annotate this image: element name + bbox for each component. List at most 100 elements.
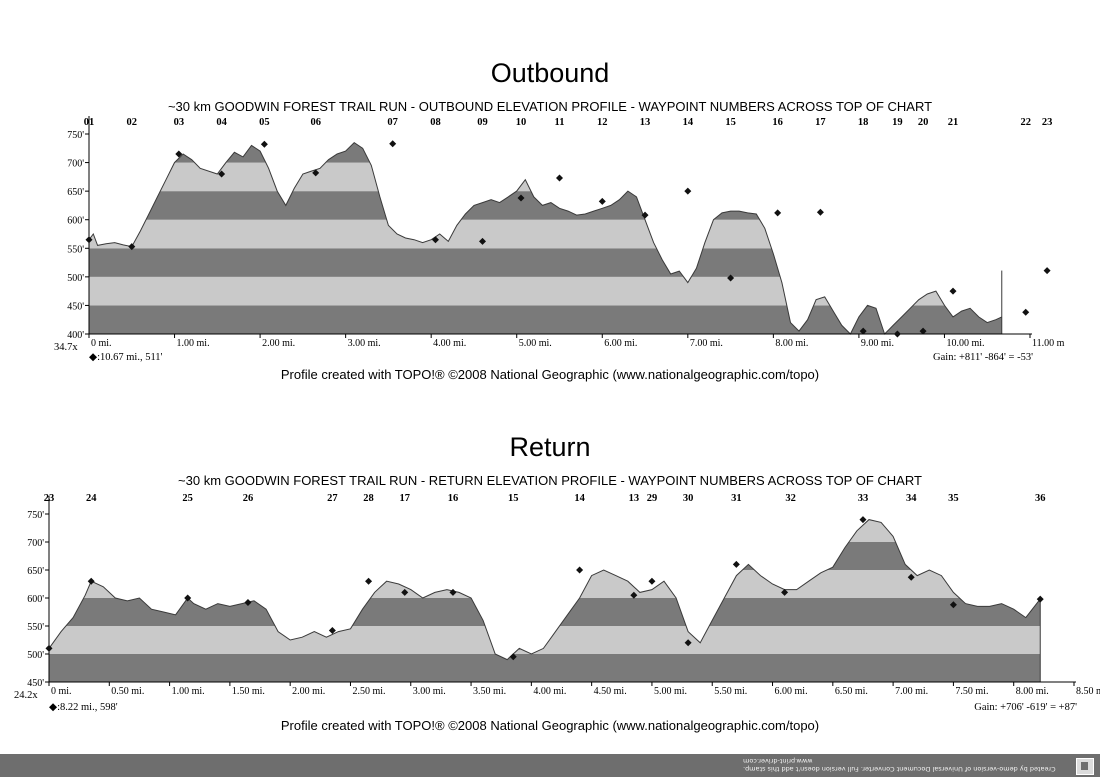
x-tick-label: 2.50 mi. <box>352 686 385 697</box>
waypoint-label: 25 <box>182 493 193 504</box>
return-credit: Profile created with TOPO!® ©2008 Nation… <box>280 718 820 733</box>
waypoint-marker <box>1043 267 1051 275</box>
waypoint-label: 20 <box>918 117 929 128</box>
endpoint-label: ◆:8.22 mi., 598' <box>49 702 118 713</box>
converter-stamp-line1: Created by demo-version of Universal Doc… <box>743 765 1056 773</box>
y-tick-label: 600' <box>27 594 44 605</box>
elevation-band <box>49 654 1041 682</box>
waypoint-label: 19 <box>892 117 903 128</box>
x-tick-label: 3.00 mi. <box>348 338 381 349</box>
waypoint-marker <box>727 274 735 282</box>
y-tick-label: 400' <box>67 330 84 341</box>
converter-stamp-bar: Created by demo-version of Universal Doc… <box>0 754 1100 777</box>
waypoint-marker <box>389 140 397 148</box>
waypoint-marker <box>816 208 824 216</box>
x-tick-label: 10.00 mi. <box>946 338 984 349</box>
converter-logo-icon <box>1076 758 1094 775</box>
x-tick-label: 5.00 mi. <box>519 338 552 349</box>
waypoint-label: 17 <box>815 117 826 128</box>
outbound-subtitle: ~30 km GOODWIN FOREST TRAIL RUN - OUTBOU… <box>167 99 933 114</box>
x-tick-label: 8.00 mi. <box>1016 686 1049 697</box>
waypoint-marker <box>365 577 373 585</box>
waypoint-marker <box>630 591 638 599</box>
x-tick-label: 4.00 mi. <box>533 686 566 697</box>
waypoint-label: 18 <box>858 117 869 128</box>
waypoint-label: 06 <box>310 117 321 128</box>
x-tick-label: 4.00 mi. <box>433 338 466 349</box>
waypoint-marker <box>128 243 136 251</box>
waypoint-label: 27 <box>327 493 338 504</box>
waypoint-label: 30 <box>683 493 694 504</box>
waypoint-marker <box>859 327 867 335</box>
waypoint-marker <box>328 626 336 634</box>
x-tick-label: 6.50 mi. <box>835 686 868 697</box>
waypoint-label: 14 <box>574 493 585 504</box>
waypoint-label: 26 <box>243 493 254 504</box>
waypoint-label: 32 <box>785 493 796 504</box>
y-tick-label: 650' <box>27 566 44 577</box>
y-tick-label: 700' <box>27 538 44 549</box>
elevation-band <box>89 191 1002 220</box>
waypoint-marker <box>684 187 692 195</box>
waypoint-label: 12 <box>597 117 608 128</box>
x-tick-label: 6.00 mi. <box>604 338 637 349</box>
waypoint-label: 11 <box>555 117 565 128</box>
waypoint-marker <box>1036 595 1044 603</box>
elevation-bands <box>89 142 1002 334</box>
x-tick-label: 2.00 mi. <box>262 338 295 349</box>
waypoint-marker <box>907 573 915 581</box>
waypoint-label: 17 <box>399 493 410 504</box>
waypoint-marker <box>312 169 320 177</box>
waypoint-marker <box>45 644 53 652</box>
waypoint-marker <box>774 209 782 217</box>
y-tick-label: 500' <box>27 650 44 661</box>
waypoint-marker <box>949 287 957 295</box>
x-tick-label: 7.00 mi. <box>895 686 928 697</box>
y-tick-label: 650' <box>67 187 84 198</box>
waypoint-label: 31 <box>731 493 742 504</box>
waypoint-marker <box>175 150 183 158</box>
waypoint-marker <box>556 174 563 182</box>
waypoint-marker <box>576 566 584 574</box>
waypoint-marker <box>244 598 252 606</box>
elevation-band <box>89 276 1002 306</box>
waypoint-label: 15 <box>508 493 519 504</box>
waypoint-label: 34 <box>906 493 917 504</box>
waypoint-marker <box>949 601 957 609</box>
return-heading: Return <box>509 432 591 462</box>
gain-label: Gain: +811' -864' = -53' <box>933 352 1033 363</box>
waypoint-marker <box>598 197 606 205</box>
profile-line <box>88 141 1003 335</box>
x-tick-label: 3.50 mi. <box>473 686 506 697</box>
x-tick-label: 1.50 mi. <box>232 686 265 697</box>
elevation-band <box>49 570 1041 598</box>
waypoint-marker <box>919 327 927 335</box>
waypoint-label: 09 <box>477 117 488 128</box>
x-tick-label: 0 mi. <box>91 338 112 349</box>
waypoint-label: 14 <box>683 117 694 128</box>
waypoint-marker <box>431 236 439 244</box>
waypoint-label: 01 <box>84 117 95 128</box>
elevation-bands <box>49 519 1041 682</box>
waypoint-marker <box>648 577 656 585</box>
waypoint-marker <box>479 237 487 245</box>
outbound-heading: Outbound <box>490 58 610 88</box>
x-tick-label: 6.00 mi. <box>775 686 808 697</box>
x-tick-label: 7.50 mi. <box>955 686 988 697</box>
waypoint-marker <box>449 588 457 596</box>
waypoint-label: 23 <box>44 493 55 504</box>
x-tick-label: 8.00 mi. <box>775 338 808 349</box>
waypoint-label: 36 <box>1035 493 1046 504</box>
waypoint-label: 13 <box>640 117 651 128</box>
x-tick-label: 2.00 mi. <box>292 686 325 697</box>
x-tick-label: 5.50 mi. <box>714 686 747 697</box>
x-tick-label: 7.00 mi. <box>690 338 723 349</box>
waypoint-marker <box>87 577 95 585</box>
waypoint-marker <box>859 516 867 524</box>
waypoint-marker <box>684 639 692 647</box>
profile-line <box>48 519 1041 661</box>
waypoint-label: 08 <box>430 117 441 128</box>
gain-label: Gain: +706' -619' = +87' <box>974 702 1077 713</box>
elevation-band <box>49 626 1041 654</box>
waypoint-marker <box>781 588 789 596</box>
